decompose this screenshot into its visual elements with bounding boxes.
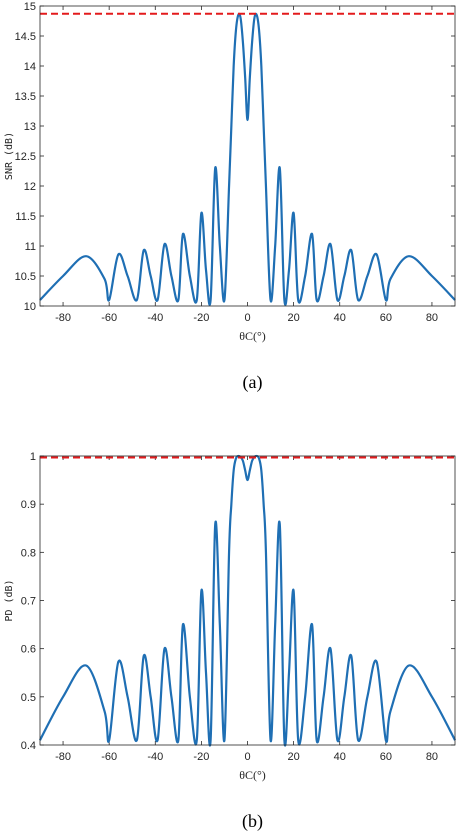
chart-b-plot-frame: [39, 455, 456, 746]
chart-b-y-tick-labels: 0.4 0.5 0.6 0.7 0.8 0.9 1: [21, 451, 36, 752]
x-tick-label: 0: [244, 751, 250, 763]
y-tick-label: 11.5: [15, 211, 36, 223]
x-tick-label: -80: [55, 751, 71, 763]
chart-a-y-tick-labels: 10 10.5 11 11.5 12 12.5 13 13.5 14 14.5 15: [15, 1, 36, 313]
chart-a-ticks: [40, 5, 455, 307]
chart-a-snr-curve: [39, 12, 456, 306]
chart-panel-a: -80 -60 -40 -20 0 20 40 60 80 10 10.5 11 11.5 12 12.5…: [4, 1, 456, 393]
y-tick-label: 14: [24, 61, 36, 73]
y-tick-label: 15: [24, 1, 36, 13]
y-tick-label: 12: [24, 181, 36, 193]
chart-a-y-axis-label: SNR (dB): [4, 132, 15, 180]
y-tick-label: 0.4: [21, 740, 36, 752]
x-tick-label: -60: [101, 312, 117, 324]
x-tick-label: -80: [55, 312, 71, 324]
y-tick-label: 0.8: [21, 547, 36, 559]
x-tick-label: 60: [380, 312, 392, 324]
x-tick-label: -60: [101, 751, 117, 763]
chart-b-pd-curve: [39, 454, 456, 747]
x-tick-label: -20: [193, 312, 209, 324]
x-tick-label: -20: [193, 751, 209, 763]
chart-b-caption: (b): [242, 811, 263, 832]
x-tick-label: 80: [426, 751, 438, 763]
y-tick-label: 0.7: [21, 596, 36, 608]
y-tick-label: 0.6: [21, 644, 36, 656]
y-tick-label: 0.5: [21, 692, 36, 704]
x-tick-label: 20: [287, 751, 299, 763]
x-tick-label: 20: [287, 312, 299, 324]
y-tick-label: 10.5: [15, 271, 36, 283]
y-tick-label: 1: [30, 451, 36, 463]
chart-a-plot-frame: [39, 5, 456, 307]
chart-b-x-axis-label: θC(°): [239, 768, 266, 782]
y-tick-label: 14.5: [15, 31, 36, 43]
y-tick-label: 13.5: [15, 91, 36, 103]
y-tick-label: 12.5: [15, 151, 36, 163]
x-tick-label: 40: [334, 751, 346, 763]
x-tick-label: -40: [147, 751, 163, 763]
chart-b-y-axis-label: PD (dB): [4, 579, 15, 621]
chart-b-x-tick-labels: -80 -60 -40 -20 0 20 40 60 80: [55, 751, 438, 763]
y-tick-label: 13: [24, 121, 36, 133]
x-tick-label: 0: [244, 312, 250, 324]
chart-panel-b: -80 -60 -40 -20 0 20 40 60 80 0.4 0.5 0.6 0.7 0.8 0.9…: [4, 451, 456, 832]
y-tick-label: 10: [24, 301, 36, 313]
x-tick-label: 80: [426, 312, 438, 324]
y-tick-label: 0.9: [21, 499, 36, 511]
chart-a-caption: (a): [243, 372, 263, 393]
x-tick-label: 60: [380, 751, 392, 763]
chart-a-x-tick-labels: -80 -60 -40 -20 0 20 40 60 80: [55, 312, 438, 324]
y-tick-label: 11: [25, 241, 36, 253]
x-tick-label: 40: [334, 312, 346, 324]
x-tick-label: -40: [147, 312, 163, 324]
chart-a-x-axis-label: θC(°): [239, 329, 266, 343]
